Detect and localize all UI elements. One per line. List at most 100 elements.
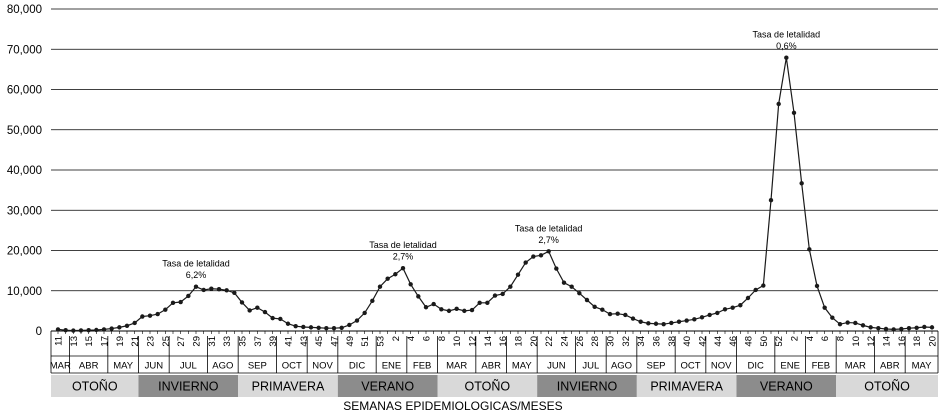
season-band-light [437,375,538,397]
season-label: VERANO [361,380,414,394]
data-point [94,327,99,333]
season-band-dark [337,375,438,397]
y-tick-label: 10,000 [7,286,42,298]
data-point [554,266,559,271]
data-point [707,312,712,318]
month-label: AGO [212,361,233,372]
month-band: MAR ABR MAY JUN JUL AGO SEP OCT NOV DIC ENE FEB MAR A… [50,331,939,374]
month-label: ENE [780,361,800,372]
week-tick-label: 15 [84,336,95,347]
y-tick-label: 80,000 [7,4,42,16]
week-tick-label: 49 [345,336,356,347]
week-tick-label: 25 [161,336,172,347]
data-point [515,272,521,277]
week-tick-label: 40 [682,336,693,347]
data-point [293,323,298,329]
data-point [147,313,153,318]
data-point [140,314,145,319]
data-point [408,282,413,287]
week-tick-label: 6 [820,336,831,341]
week-tick-label: 4 [406,336,417,341]
week-tick-label: 30 [606,336,617,347]
data-point [155,311,160,317]
data-point [776,101,781,107]
data-point [761,283,766,288]
data-point [247,308,252,313]
month-label: NOV [312,361,333,372]
season-label: OTOÑO [465,380,511,394]
week-tick-label: 12 [866,336,877,347]
data-point [232,290,237,295]
data-point [738,303,743,308]
season-band-light [51,375,139,397]
y-tick-label: 40,000 [7,165,42,177]
month-label: ABR [880,361,900,372]
data-point [699,315,705,320]
gridlines [51,8,938,292]
data-point [446,308,452,314]
month-label: MAY [912,361,933,372]
data-point [899,326,904,332]
data-point [715,310,720,316]
month-label: ABR [79,361,99,372]
data-point [745,295,751,301]
month-label: OCT [282,361,302,372]
data-point [876,325,881,331]
data-point [837,321,843,327]
week-tick-label: 13 [69,336,80,347]
data-point [262,309,268,315]
data-point [423,305,429,310]
data-point [753,287,758,293]
data-point [255,305,260,310]
week-tick-label: 29 [192,336,203,347]
season-band-dark [537,375,637,397]
data-point [546,249,551,254]
month-label: SEP [646,361,665,372]
data-point [400,266,406,271]
data-point [347,322,352,328]
data-point [71,328,76,333]
data-point [316,325,321,330]
week-tick-label: 27 [176,336,187,347]
data-point [814,283,820,289]
data-point [906,325,912,331]
month-label: NOV [711,361,732,372]
data-point [362,310,367,316]
season-label: PRIMAVERA [650,380,723,394]
annotation-label: Tasa de letalidad [753,30,821,40]
data-point [239,300,245,305]
data-point [630,316,636,321]
week-tick-label: 32 [621,336,632,347]
data-point [830,315,835,320]
week-tick-label: 46 [728,336,739,347]
week-tick-label: 43 [299,336,310,347]
season-band: OTOÑO INVIERNO PRIMAVERA VERANO OTOÑO INVIERN… [51,375,938,397]
data-point [270,315,275,321]
data-point [577,290,582,296]
month-label: SEP [248,361,267,372]
data-point [63,327,68,333]
week-tick-labels: 11 13 15 17 19 21 23 25 27 29 31 33 35 37 39 41 43 45 47 49… [54,336,939,347]
data-point [768,197,774,203]
month-label: AGO [611,361,632,372]
data-point [377,284,383,289]
data-point [523,260,528,265]
week-tick-label: 48 [744,336,755,347]
data-point [439,307,444,312]
week-tick-label: 35 [238,336,249,347]
week-tick-label: 44 [713,336,724,347]
week-tick-label: 2 [790,336,801,341]
month-label: OCT [680,361,700,372]
data-point [339,325,344,330]
week-tick-label: 14 [882,336,893,347]
month-label: DIC [747,361,764,372]
week-tick-label: 24 [560,336,571,347]
data-point [807,247,812,252]
week-tick-label: 38 [667,336,678,347]
data-point [600,307,605,312]
data-point [922,324,927,330]
data-point [416,294,421,299]
data-point [592,304,597,310]
data-point [508,284,513,289]
week-tick-label: 34 [636,336,647,347]
